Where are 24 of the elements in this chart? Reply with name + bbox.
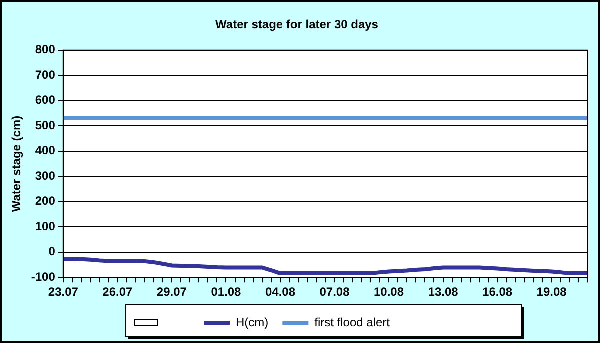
chart-title: Water stage for later 30 days (216, 18, 379, 32)
x-tick-label: 16.08 (482, 285, 513, 300)
x-tick-label: 10.08 (374, 285, 404, 300)
y-tick-label: 600 (35, 93, 56, 108)
y-tick-label: -100 (31, 270, 56, 284)
x-tick-label: 19.08 (536, 285, 568, 300)
y-axis-title: Water stage (cm) (10, 116, 24, 212)
y-tick-label: 0 (48, 244, 56, 259)
y-tick-label: 100 (35, 219, 56, 234)
x-tick-label: 23.07 (48, 285, 79, 300)
legend-label: H(cm) (236, 315, 269, 330)
x-tick-label: 04.08 (265, 285, 296, 300)
x-tick-label: 01.08 (211, 285, 242, 300)
y-tick-label: 800 (35, 42, 56, 57)
y-tick-label: 700 (35, 68, 56, 82)
x-tick-label: 13.08 (428, 285, 459, 300)
y-tick-label: 400 (35, 144, 56, 158)
y-tick-label: 200 (35, 194, 56, 208)
y-tick-label: 300 (35, 168, 56, 183)
x-tick-label: 26.07 (102, 285, 134, 300)
x-tick-label: 07.08 (320, 285, 350, 300)
legend-label: first flood alert (314, 315, 391, 330)
y-tick-label: 500 (35, 118, 56, 132)
x-tick-label: 29.07 (156, 285, 188, 300)
